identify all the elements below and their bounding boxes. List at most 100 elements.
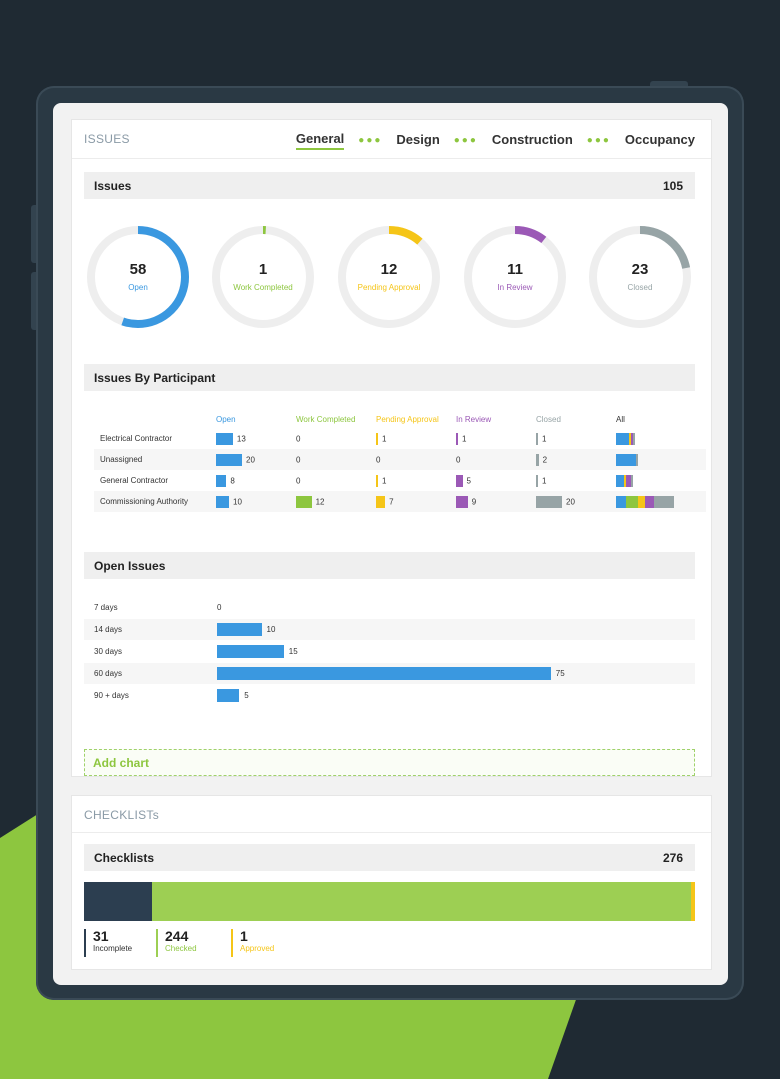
donut-arc: [212, 226, 314, 328]
participant-bar: [456, 495, 468, 508]
open-issues-age-label: 7 days: [94, 603, 118, 612]
participant-cell: 1: [536, 428, 616, 449]
participant-all-cell: [616, 491, 706, 512]
participant-bar: [456, 432, 458, 445]
legend-label: Incomplete: [93, 944, 133, 953]
open-issues-row[interactable]: 60 days 75: [84, 663, 695, 684]
donut-arc: [589, 226, 691, 328]
open-issues-age-label: 90 + days: [94, 691, 129, 700]
participant-bar: [216, 495, 229, 508]
issues-panel: ISSUES General ●●● Design ●●● Constructi…: [71, 119, 712, 777]
participant-count: 12: [315, 497, 325, 506]
donut-label: In Review: [497, 283, 533, 292]
open-issues-age-label: 14 days: [94, 625, 123, 634]
col-all: All: [616, 415, 625, 424]
open-issues-age-label: 30 days: [94, 647, 123, 656]
tab-design[interactable]: Design: [396, 132, 440, 147]
add-chart-button[interactable]: Add chart: [84, 749, 695, 776]
participant-all-cell: [616, 470, 706, 491]
participant-bar: [536, 432, 538, 445]
checklists-label: Checklists: [94, 851, 155, 865]
participant-count: 1: [382, 434, 387, 443]
open-issues-row[interactable]: 14 days 10: [84, 619, 695, 640]
participant-all-segment: [631, 474, 633, 487]
donut-closed[interactable]: 23 Closed: [586, 223, 694, 331]
participant-name: Electrical Contractor: [100, 434, 173, 443]
col-open: Open: [216, 415, 236, 424]
participant-row[interactable]: General Contractor 8 0 1 5 1: [94, 470, 706, 491]
donut-pending-approval[interactable]: 12 Pending Approval: [335, 223, 443, 331]
panel-title: CHECKLISTs: [84, 808, 160, 822]
donut-label: Work Completed: [233, 283, 293, 292]
participant-table-header: Open Work Completed Pending Approval In …: [94, 403, 706, 428]
donut-label: Closed: [627, 283, 653, 292]
tab-separator: ●●●: [586, 135, 611, 146]
donut-in-review[interactable]: 11 In Review: [461, 223, 569, 331]
participant-count: 20: [246, 455, 255, 464]
participant-name: General Contractor: [100, 476, 169, 485]
participant-count: 0: [296, 434, 301, 444]
checklists-legend-approved: 1 Approved: [231, 929, 274, 957]
phase-tabs: General ●●● Design ●●● Construction ●●● …: [295, 131, 695, 150]
participant-row[interactable]: Commissioning Authority 10 12 7 9 20: [94, 491, 706, 512]
tab-construction[interactable]: Construction: [491, 132, 573, 147]
add-chart-label: Add chart: [93, 756, 150, 770]
open-issues-row[interactable]: 90 + days 5: [84, 685, 695, 706]
participant-cell: 12: [296, 491, 376, 512]
participant-all-segment: [654, 495, 674, 508]
checklists-total: 276: [662, 851, 683, 865]
col-closed: Closed: [536, 415, 561, 424]
participant-cell: 0: [296, 449, 376, 470]
participant-bar: [296, 495, 312, 508]
participant-count: 1: [542, 476, 547, 485]
participant-count: 2: [542, 455, 548, 464]
donut-arc: [87, 226, 189, 328]
participant-all-cell: [616, 449, 706, 470]
participant-count: 8: [230, 476, 235, 485]
participant-count: 20: [566, 497, 575, 506]
participant-count: 0: [296, 455, 301, 465]
donut-open[interactable]: 58 Open: [84, 223, 192, 331]
participant-row[interactable]: Unassigned 20 0 0 0 2: [94, 449, 706, 470]
tab-separator: ●●●: [453, 135, 478, 146]
participant-count: 13: [236, 434, 246, 443]
open-issues-value: 0: [217, 603, 222, 612]
tab-occupancy[interactable]: Occupancy: [624, 132, 695, 147]
legend-label: Checked: [165, 944, 197, 953]
donut-value: 58: [129, 261, 147, 278]
checklists-panel: CHECKLISTs Checklists 276: [71, 795, 712, 970]
participant-all-segment: [616, 432, 629, 445]
tablet-screen: ISSUES General ●●● Design ●●● Constructi…: [53, 103, 728, 985]
participant-row[interactable]: Electrical Contractor 13 0 1 1 1: [94, 428, 706, 449]
participant-cell: 0: [376, 449, 456, 470]
device-side-button: [31, 205, 37, 263]
checklists-segment-checked[interactable]: [152, 882, 692, 921]
participant-count: 0: [296, 476, 301, 486]
donut-work-completed[interactable]: 1 Work Completed: [209, 223, 317, 331]
participant-all-segment: [616, 495, 626, 508]
participant-count: 9: [471, 497, 477, 506]
participant-cell: 20: [216, 449, 296, 470]
participant-count: 5: [466, 476, 471, 485]
open-issues-age-label: 60 days: [94, 669, 123, 678]
participant-cell: 10: [216, 491, 296, 512]
tab-separator: ●●●: [358, 135, 383, 146]
open-issues-bar: [217, 623, 262, 636]
participant-count: 0: [456, 455, 461, 465]
tab-general[interactable]: General: [295, 131, 345, 150]
checklists-segment-incomplete[interactable]: [84, 882, 153, 921]
donut-value: 12: [380, 261, 398, 278]
donut-value: 1: [258, 261, 268, 278]
participant-count: 7: [389, 497, 394, 506]
participant-cell: 7: [376, 491, 456, 512]
participant-cell: 2: [536, 449, 616, 470]
open-issues-row[interactable]: 7 days 0: [84, 597, 695, 618]
checklists-segment-approved[interactable]: [691, 882, 695, 921]
open-issues-row[interactable]: 30 days 15: [84, 641, 695, 662]
participant-bar: [536, 474, 538, 487]
col-work-completed: Work Completed: [296, 415, 356, 424]
open-issues-section-bar: Open Issues: [84, 552, 695, 579]
donut-value: 23: [631, 261, 649, 278]
participant-cell: 1: [376, 428, 456, 449]
participant-all-segment: [624, 474, 626, 487]
